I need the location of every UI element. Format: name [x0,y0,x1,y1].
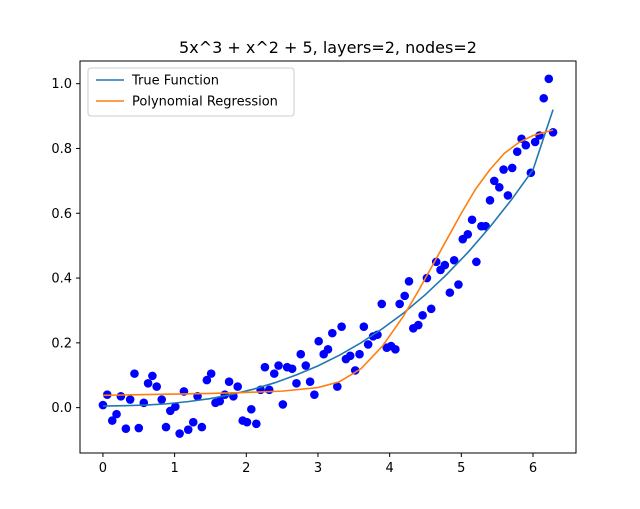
chart-title: 5x^3 + x^2 + 5, layers=2, nodes=2 [179,38,477,57]
data-point [134,423,144,433]
data-point [499,165,508,174]
data-point [98,400,108,410]
data-point [310,390,319,399]
data-point [345,351,355,361]
data-point [395,299,404,309]
legend-label: True Function [131,74,219,89]
data-point [112,409,121,419]
data-point [130,369,139,378]
x-tick-label: 6 [529,461,537,476]
x-tick-label: 3 [314,461,322,476]
x-tick-label: 4 [386,461,394,476]
data-point [333,382,342,391]
data-point [449,255,459,265]
data-point [274,361,283,370]
true-function-line [102,109,554,407]
x-tick-label: 2 [242,461,250,476]
data-point [548,127,558,137]
data-point [296,349,306,359]
y-tick-label: 0.0 [51,401,72,416]
data-point [152,382,161,391]
data-point [454,280,463,289]
data-point [467,215,477,225]
data-point [161,422,171,432]
plot-area [98,74,558,438]
data-point [503,191,513,200]
x-tick-label: 1 [170,461,178,476]
data-point [301,361,311,370]
x-tick-label: 5 [457,461,465,476]
data-point [242,417,252,427]
y-tick-label: 0.8 [51,142,72,157]
y-axis: 0.0 0.2 0.4 0.6 0.8 1.0 [51,77,80,416]
data-point [539,93,549,103]
data-point [355,349,364,359]
data-point [292,379,301,388]
data-point [278,400,288,409]
data-point [197,422,207,432]
data-point [314,336,323,346]
data-point [440,260,450,270]
data-point [463,230,473,239]
data-point [188,417,198,427]
x-tick-label: 0 [99,461,107,476]
data-point [202,375,212,385]
data-point [287,364,297,374]
x-axis: 0 1 2 3 4 5 6 [99,453,537,476]
data-point [489,176,499,186]
data-point [495,183,504,192]
data-point [418,311,427,320]
data-point [252,419,261,429]
data-point [148,371,157,381]
polynomial-regression-line [102,129,554,397]
legend: True Function Polynomial Regression [87,67,295,117]
data-point [107,416,117,425]
data-point [359,322,369,331]
legend-box [87,67,295,117]
data-point [377,299,387,309]
data-point [206,369,216,378]
data-point [260,362,270,372]
legend-label: Polynomial Regression [132,95,278,110]
data-point [305,377,315,387]
data-point [485,196,495,205]
data-point [426,304,436,314]
data-point [328,328,337,338]
data-point [363,340,373,349]
data-point [157,395,167,404]
data-point [175,429,184,438]
y-tick-label: 0.2 [51,336,72,351]
data-point [269,369,279,378]
data-point [121,424,131,434]
data-point [323,345,333,354]
axes-frame [79,60,577,454]
data-point [143,379,153,388]
data-point [530,137,540,147]
data-point [247,404,256,414]
data-point [215,396,225,406]
data-point [350,366,360,375]
data-point [391,345,400,354]
data-point [512,147,522,157]
data-point [337,322,346,331]
data-point [171,402,180,411]
data-point [264,385,274,395]
data-point [400,291,409,301]
data-point [507,163,517,173]
y-tick-label: 1.0 [51,77,72,92]
y-tick-label: 0.6 [51,207,72,222]
data-point [224,377,234,387]
data-point [521,140,531,150]
y-tick-label: 0.4 [51,272,72,287]
data-point [125,395,135,404]
data-point [472,257,481,267]
data-point [544,74,554,84]
data-point [404,276,414,286]
data-point [233,382,242,391]
data-point [445,288,455,297]
data-point [183,425,193,434]
data-point [116,392,126,401]
data-point [414,320,423,330]
